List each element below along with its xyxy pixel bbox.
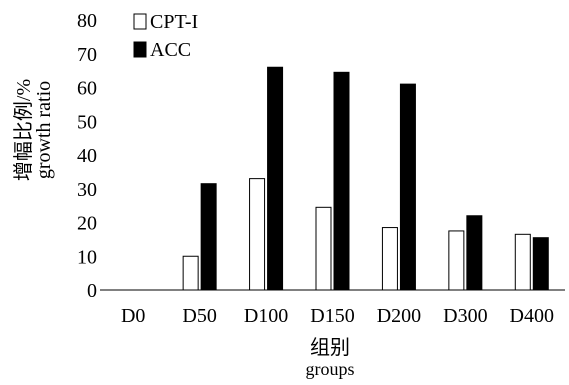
bar-acc-d400: [532, 237, 549, 291]
y-tick-label: 70: [77, 44, 97, 66]
legend-swatch-cpt-i: [133, 13, 147, 30]
legend-swatch-acc: [133, 41, 147, 58]
bar-acc-d200: [399, 83, 416, 291]
bar-cpt-i-d200: [381, 227, 398, 291]
bar-acc-d100: [267, 66, 284, 291]
bar-acc-d150: [333, 71, 350, 291]
x-tick-label: D400: [510, 305, 554, 327]
legend-label-cpt-i: CPT-I: [150, 11, 198, 33]
bar-cpt-i-d100: [249, 178, 266, 291]
y-tick-label: 50: [77, 111, 97, 133]
bar-cpt-i-d150: [315, 206, 332, 291]
x-axis-title-cn: 组别: [310, 336, 350, 359]
x-tick-label: D50: [182, 305, 216, 327]
x-tick-label: D150: [310, 305, 354, 327]
y-tick-label: 0: [87, 280, 97, 302]
bar-cpt-i-d400: [514, 233, 531, 291]
legend-label-acc: ACC: [150, 39, 191, 61]
y-tick-label: 20: [77, 213, 97, 235]
y-axis-ticks: 0 10 20 30 40 50 60 70 80: [77, 10, 97, 302]
bar-cpt-i-d50: [182, 255, 199, 291]
x-tick-label: D300: [443, 305, 487, 327]
y-tick-label: 80: [77, 10, 97, 32]
y-tick-label: 60: [77, 78, 97, 100]
x-tick-label: D100: [244, 305, 288, 327]
bars: [182, 66, 549, 291]
x-tick-label: D200: [377, 305, 421, 327]
bar-acc-d50: [200, 183, 217, 291]
bar-acc-d300: [466, 215, 483, 291]
x-axis-title-en: groups: [306, 359, 355, 379]
y-tick-label: 10: [77, 246, 97, 268]
y-axis-title-en: growth ratio: [33, 81, 55, 179]
x-axis-ticks: D0 D50 D100 D150 D200 D300 D400: [121, 305, 554, 327]
y-axis-title-cn: 增幅比例/%: [12, 79, 35, 181]
x-tick-label: D0: [121, 305, 145, 327]
y-tick-label: 30: [77, 179, 97, 201]
y-tick-label: 40: [77, 145, 97, 167]
bar-cpt-i-d300: [448, 230, 465, 291]
legend: CPT-I ACC: [133, 11, 198, 61]
